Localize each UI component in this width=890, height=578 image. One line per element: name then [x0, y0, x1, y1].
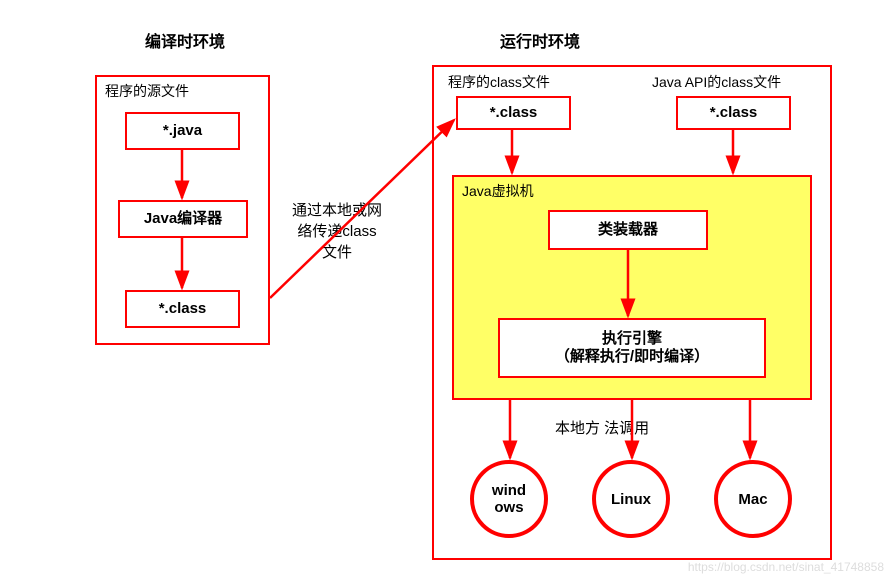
title-compile: 编译时环境 [145, 28, 225, 52]
watermark: https://blog.csdn.net/sinat_41748858 [688, 560, 884, 574]
native-call-label: 本地方 法调用 [555, 418, 649, 439]
program-class-label: 程序的class文件 [448, 72, 550, 92]
platform-linux: Linux [592, 460, 670, 538]
platform-mac: Mac [714, 460, 792, 538]
jvm-label: Java虚拟机 [462, 181, 534, 201]
transfer-annotation: 通过本地或网络传递class文件 [292, 200, 382, 263]
node-java-compiler: Java编译器 [118, 200, 248, 238]
node-program-class: *.class [456, 96, 571, 130]
compile-box-label: 程序的源文件 [105, 81, 189, 101]
node-class-output: *.class [125, 290, 240, 328]
node-class-loader: 类装载器 [548, 210, 708, 250]
node-source-file: *.java [125, 112, 240, 150]
title-runtime: 运行时环境 [500, 28, 580, 52]
api-class-label: Java API的class文件 [652, 72, 781, 92]
node-api-class: *.class [676, 96, 791, 130]
node-execution-engine: 执行引擎（解释执行/即时编译） [498, 318, 766, 378]
platform-windows: windows [470, 460, 548, 538]
